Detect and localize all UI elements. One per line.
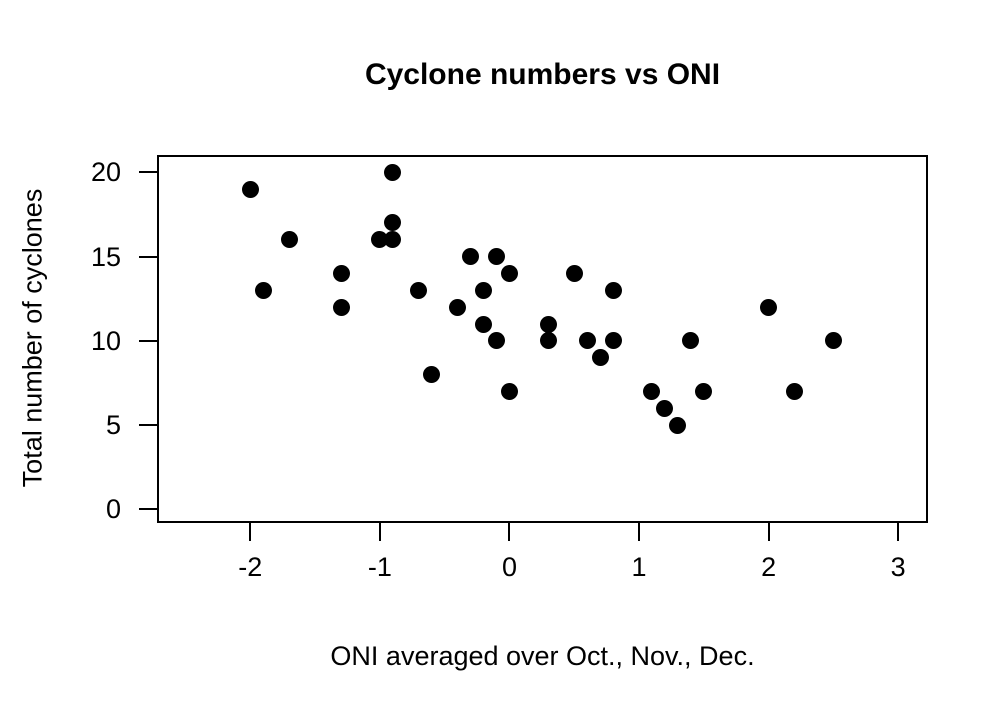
data-point: [760, 298, 778, 316]
data-point: [449, 298, 467, 316]
x-axis-tick-label: -2: [238, 552, 263, 582]
x-axis-tick: [249, 523, 252, 541]
data-point: [423, 366, 441, 384]
x-axis-tick: [508, 523, 511, 541]
data-point: [539, 315, 557, 333]
data-point: [682, 332, 700, 350]
data-point: [604, 332, 622, 350]
y-axis-tick: [139, 508, 157, 511]
y-axis-tick: [139, 339, 157, 342]
x-axis-tick-label: -1: [367, 552, 392, 582]
y-axis-tick-label: 10: [90, 325, 121, 356]
data-point: [332, 264, 350, 282]
data-point: [604, 281, 622, 299]
x-axis-tick: [897, 523, 900, 541]
data-point: [824, 332, 842, 350]
data-point: [371, 231, 389, 249]
data-point: [643, 382, 661, 400]
x-axis-label: ONI averaged over Oct., Nov., Dec.: [330, 641, 755, 671]
x-axis-tick-label: 3: [890, 552, 906, 582]
data-point: [384, 231, 402, 249]
data-point: [695, 382, 713, 400]
y-axis-tick-label: 20: [90, 157, 121, 188]
data-point: [384, 163, 402, 181]
data-point: [332, 298, 350, 316]
data-point: [410, 281, 428, 299]
data-point: [500, 382, 518, 400]
y-axis-tick-label: 0: [105, 494, 121, 525]
data-point: [280, 231, 298, 249]
y-axis-tick: [139, 424, 157, 427]
data-point: [591, 349, 609, 367]
x-axis-tick: [638, 523, 641, 541]
data-point: [241, 180, 259, 198]
x-axis-tick: [378, 523, 381, 541]
y-axis-tick: [139, 171, 157, 174]
chart-title: Cyclone numbers vs ONI: [364, 58, 721, 91]
data-point: [669, 416, 687, 434]
data-point: [656, 399, 674, 417]
x-axis-tick: [767, 523, 770, 541]
data-point: [475, 281, 493, 299]
data-point: [578, 332, 596, 350]
data-point: [786, 382, 804, 400]
data-point: [462, 248, 480, 266]
x-axis-tick-label: 1: [631, 552, 647, 582]
data-point: [487, 248, 505, 266]
x-axis-tick-label: 0: [501, 552, 517, 582]
data-point: [254, 281, 272, 299]
data-point: [384, 214, 402, 232]
data-point: [487, 332, 505, 350]
data-point: [565, 264, 583, 282]
y-axis-tick: [139, 255, 157, 258]
x-axis-tick-label: 2: [761, 552, 777, 582]
y-axis-tick-label: 15: [90, 241, 121, 272]
data-point: [475, 315, 493, 333]
data-point: [539, 332, 557, 350]
y-axis-tick-label: 5: [105, 410, 121, 441]
data-point: [500, 264, 518, 282]
